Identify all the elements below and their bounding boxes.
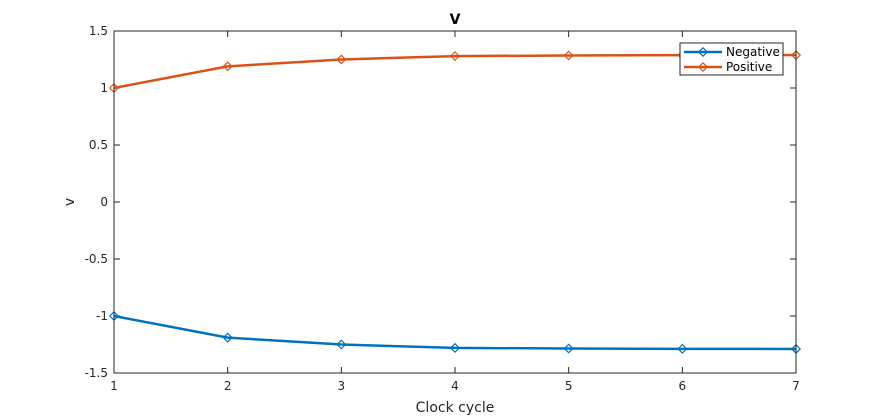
series-negative xyxy=(108,310,802,354)
x-tick-label: 3 xyxy=(338,379,346,393)
data-point-negative xyxy=(336,339,347,350)
y-axis-label: v xyxy=(62,198,78,206)
axes-box xyxy=(113,30,797,374)
x-tick-label: 1 xyxy=(110,379,118,393)
data-point-positive xyxy=(336,54,347,65)
axis-ticks: 1 2 3 4 5 6 7 -1.5 -1 -0.5 0 0.5 1 1.5 xyxy=(85,24,800,393)
legend-box xyxy=(679,42,784,76)
chart-title: V xyxy=(450,12,461,28)
plot-background xyxy=(114,31,796,373)
x-tick-label: 6 xyxy=(679,379,687,393)
y-tick-label: -1 xyxy=(96,309,108,323)
y-tick-label: -1.5 xyxy=(85,366,108,380)
x-tick-label: 7 xyxy=(792,379,800,393)
data-point-positive xyxy=(449,51,461,62)
data-point-negative xyxy=(449,342,461,353)
y-tick-label: 0.5 xyxy=(89,138,108,152)
x-tick-label: 4 xyxy=(451,379,459,393)
legend-label: Positive xyxy=(726,60,772,74)
legend-item-negative[interactable]: Negative xyxy=(684,45,780,59)
x-tick-label: 5 xyxy=(565,379,573,393)
data-point-negative xyxy=(222,332,233,343)
y-tick-label: 0 xyxy=(100,195,108,209)
legend-marker xyxy=(697,61,709,73)
legend-marker xyxy=(697,46,709,58)
data-point-negative xyxy=(563,343,574,354)
data-point-positive xyxy=(563,50,574,61)
y-tick-label: 1.5 xyxy=(89,24,108,38)
y-tick-label: 1 xyxy=(100,81,108,95)
y-tick-label: -0.5 xyxy=(85,252,108,266)
legend-item-positive[interactable]: Positive xyxy=(684,60,772,74)
data-point-positive xyxy=(222,61,233,72)
x-axis-label: Clock cycle xyxy=(416,400,495,416)
series-line-negative xyxy=(113,314,797,351)
data-point-negative xyxy=(677,343,688,354)
x-tick-label: 2 xyxy=(224,379,232,393)
legend-label: Negative xyxy=(726,45,780,59)
plot-area xyxy=(114,31,796,373)
plot-frame xyxy=(113,30,797,374)
